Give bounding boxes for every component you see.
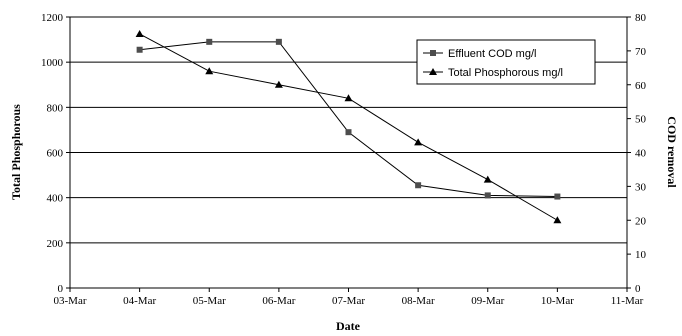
left-y-tick-label: 1200 [41,12,64,24]
left-y-axis-title: Total Phosphorous [9,104,23,200]
right-y-tick-label: 50 [635,114,647,126]
x-tick-label: 03-Mar [54,295,87,307]
x-tick-label: 05-Mar [193,295,226,307]
series-markers [135,29,562,224]
legend-label-effluent-cod: Effluent COD mg/l [448,48,536,60]
data-point-triangle [205,67,214,75]
x-tick-label: 06-Mar [262,295,295,307]
right-y-tick-label: 10 [635,249,647,261]
left-y-tick-label: 1000 [41,57,64,69]
right-y-tick-label: 70 [635,46,647,58]
data-point-square [484,192,491,199]
right-y-tick-label: 60 [635,80,647,92]
x-tick-label: 08-Mar [402,295,435,307]
legend-triangle-marker [429,68,437,75]
data-point-triangle [414,138,423,146]
left-y-tick-label: 200 [47,238,64,250]
left-y-tick-label: 600 [47,148,64,160]
x-tick-label: 09-Mar [471,295,504,307]
data-point-triangle [135,29,144,37]
right-y-tick-label: 30 [635,181,647,193]
data-point-square [206,38,213,45]
right-y-tick-label: 80 [635,12,647,24]
right-y-tick-labels: 0 10 20 30 40 50 60 70 80 [635,12,647,295]
data-point-triangle [344,94,353,102]
left-y-tick-label: 800 [47,102,64,114]
left-y-tick-labels: 0 200 400 600 800 1000 1200 [41,12,64,295]
data-point-triangle [483,175,492,183]
left-y-tick-label: 400 [47,193,64,205]
legend: Effluent COD mg/l Total Phosphorous mg/l [416,39,596,85]
x-tick-label: 11-Mar [611,295,644,307]
legend-label-total-phosphorous: Total Phosphorous mg/l [448,67,563,79]
x-axis-title: Date [336,319,361,333]
legend-box [416,39,596,85]
right-y-tick-label: 0 [635,283,641,295]
right-y-axis-title: COD removal [665,116,679,188]
x-tick-label: 04-Mar [123,295,156,307]
grid-lines [70,16,627,244]
right-y-tick-label: 20 [635,215,647,227]
x-tick-labels: 03-Mar 04-Mar 05-Mar 06-Mar 07-Mar 08-Mar 09-M… [54,295,644,307]
legend-square-marker [430,50,436,56]
data-point-triangle [274,80,283,88]
x-tick-label: 10-Mar [541,295,574,307]
data-point-triangle [553,216,562,224]
data-point-square [275,38,282,45]
x-tick-label: 07-Mar [332,295,365,307]
left-y-tick-label: 0 [58,283,64,295]
axes [66,16,631,292]
right-y-tick-label: 40 [635,148,647,160]
data-point-square [136,46,143,53]
data-point-square [415,182,422,189]
data-point-square [345,129,352,136]
data-point-square [554,193,561,200]
